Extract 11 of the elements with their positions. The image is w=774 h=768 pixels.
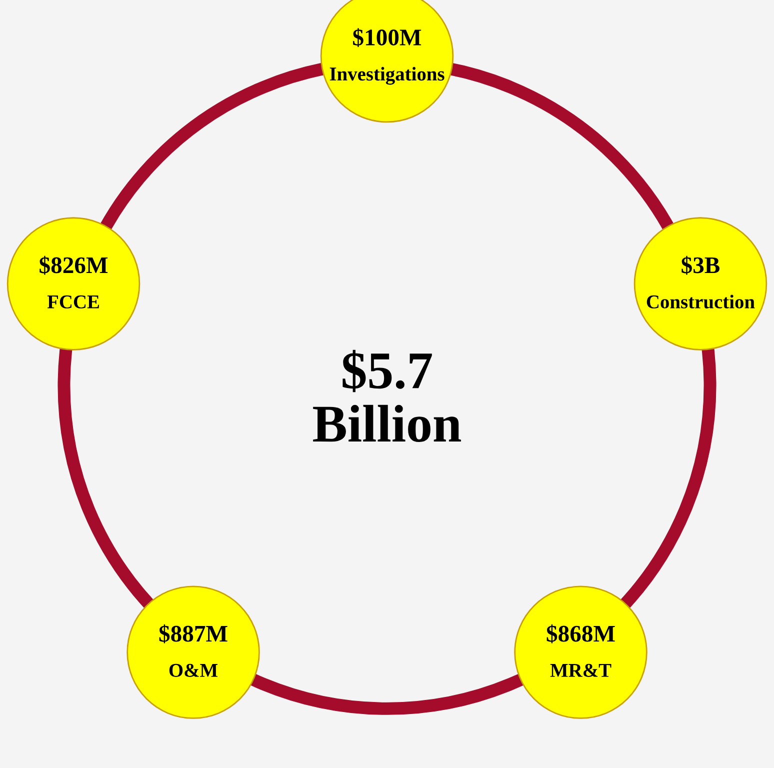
category-label: MR&T (550, 664, 612, 677)
data-label: $868M (546, 624, 615, 644)
data-label: $887M (159, 624, 228, 644)
category-label: Construction (646, 294, 755, 308)
category-label: Investigations (330, 66, 444, 85)
text: $5.7 Billion (313, 350, 462, 442)
data-label: $100M (353, 28, 422, 48)
category-label: O&M (169, 664, 218, 677)
data-label: $3B (682, 256, 720, 275)
data-label: $826M (40, 256, 108, 275)
category-label: FCCE (47, 295, 99, 308)
